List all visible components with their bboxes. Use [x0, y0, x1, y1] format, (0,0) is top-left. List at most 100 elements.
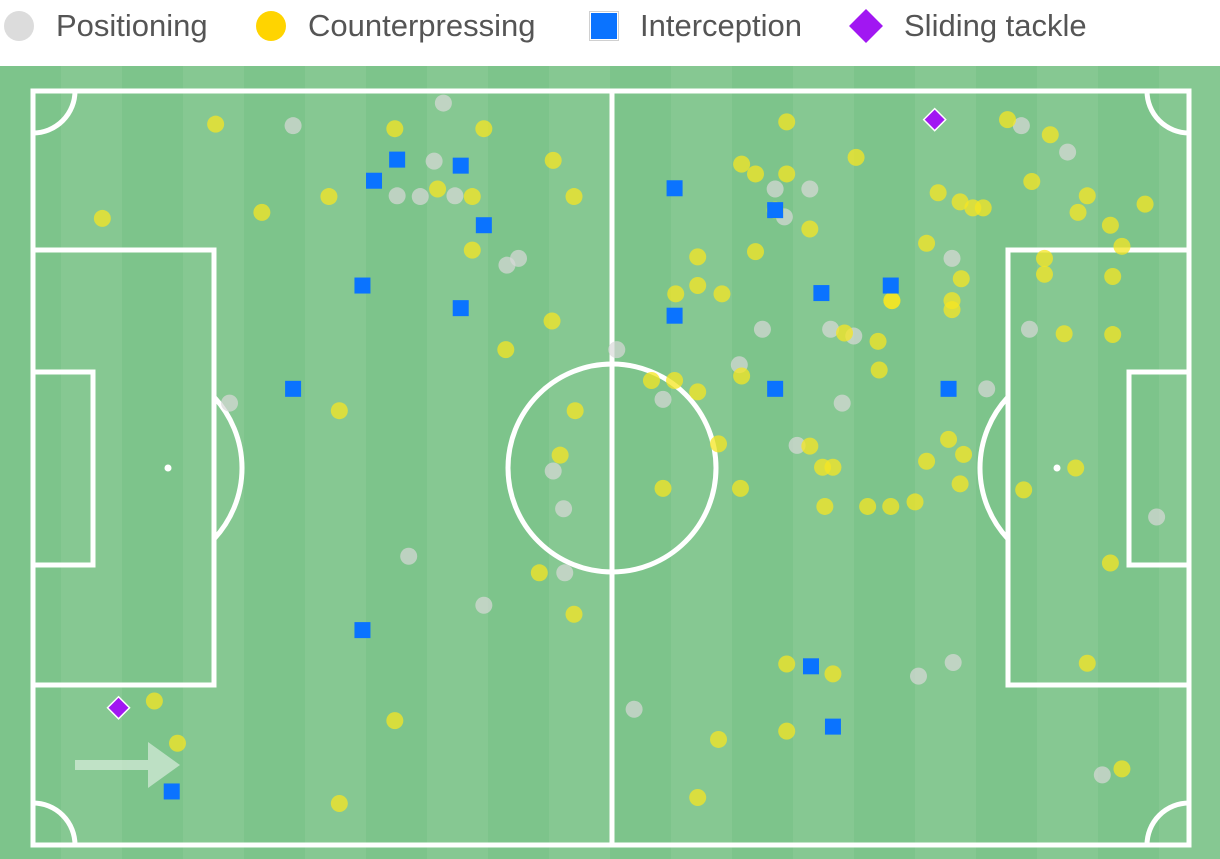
- counterpressing-marker: [801, 437, 819, 455]
- legend: Positioning Counterpressing Interception…: [0, 0, 1220, 56]
- interception-marker: [354, 622, 371, 639]
- series-interception: [163, 151, 957, 800]
- interception-marker: [940, 380, 957, 397]
- pitch-stripe: [488, 66, 550, 859]
- counterpressing-marker: [713, 285, 731, 303]
- legend-item-sliding-tackle: Sliding tackle: [849, 6, 1087, 46]
- counterpressing-marker: [824, 458, 842, 476]
- counterpressing-marker: [320, 188, 338, 206]
- legend-item-counterpressing: Counterpressing: [256, 6, 535, 46]
- positioning-marker: [555, 500, 573, 518]
- counterpressing-marker: [642, 372, 660, 390]
- left-goal-area: [30, 369, 96, 568]
- legend-square-icon: [590, 12, 618, 40]
- counterpressing-marker: [463, 241, 481, 259]
- counterpressing-marker: [1078, 654, 1096, 672]
- right-goal-area: [1126, 369, 1192, 568]
- counterpressing-marker: [1113, 237, 1131, 255]
- positioning-marker: [625, 700, 643, 718]
- counterpressing-marker: [869, 332, 887, 350]
- positioning-marker: [400, 547, 418, 565]
- counterpressing-marker: [918, 234, 936, 252]
- interception-marker: [882, 277, 899, 294]
- counterpressing-marker: [1136, 195, 1154, 213]
- right-penalty-spot: [1053, 464, 1061, 472]
- positioning-marker: [475, 596, 493, 614]
- interception-marker: [354, 277, 371, 294]
- interception-marker: [767, 202, 784, 219]
- counterpressing-marker: [747, 243, 764, 261]
- positioning-marker: [411, 188, 429, 206]
- counterpressing-marker: [565, 188, 583, 206]
- counterpressing-marker: [565, 605, 583, 623]
- counterpressing-marker: [689, 277, 707, 295]
- positioning-marker: [1012, 117, 1030, 135]
- interception-marker: [767, 380, 784, 397]
- positioning-marker: [284, 117, 302, 135]
- counterpressing-marker: [253, 203, 271, 221]
- counterpressing-marker: [666, 372, 684, 390]
- interception-marker: [666, 307, 683, 324]
- counterpressing-marker: [710, 435, 728, 453]
- counterpressing-marker: [386, 712, 404, 730]
- counterpressing-marker: [429, 180, 447, 198]
- pitch-stripe: [122, 66, 184, 859]
- positioning-marker: [221, 394, 239, 412]
- positioning-marker: [608, 341, 626, 359]
- counterpressing-marker: [906, 493, 924, 511]
- counterpressing-marker: [1101, 554, 1119, 572]
- interception-marker: [666, 180, 683, 197]
- legend-item-interception: Interception: [590, 6, 802, 46]
- positioning-marker: [654, 390, 672, 408]
- counterpressing-marker: [747, 165, 764, 183]
- legend-circle-icon: [4, 11, 34, 41]
- positioning-marker: [788, 436, 806, 454]
- positioning-marker: [801, 180, 819, 198]
- counterpressing-marker: [951, 193, 969, 211]
- counterpressing-marker: [824, 665, 842, 683]
- counterpressing-marker: [859, 497, 877, 515]
- positioning-marker: [909, 667, 927, 685]
- positioning-marker: [943, 249, 961, 267]
- counterpressing-marker: [475, 120, 493, 138]
- counterpressing-marker: [836, 324, 854, 342]
- pitch-stripe: [305, 66, 367, 859]
- counterpressing-marker: [544, 151, 562, 169]
- pitch-stripe: [1037, 66, 1099, 859]
- positioning-marker: [434, 94, 452, 112]
- positioning-marker: [388, 187, 406, 205]
- counterpressing-marker: [566, 402, 584, 420]
- counterpressing-marker: [689, 248, 707, 266]
- counterpressing-marker: [918, 452, 936, 470]
- counterpressing-marker: [1055, 325, 1073, 343]
- counterpressing-marker: [497, 341, 515, 359]
- counterpressing-marker: [955, 445, 973, 463]
- pitch-stripe: [671, 66, 733, 859]
- counterpressing-marker: [93, 209, 111, 227]
- interception-marker: [163, 783, 180, 800]
- counterpressing-marker: [882, 497, 900, 515]
- counterpressing-marker: [463, 188, 481, 206]
- counterpressing-marker: [816, 497, 834, 515]
- interception-marker: [813, 285, 830, 302]
- legend-circle-icon: [256, 11, 286, 41]
- counterpressing-marker: [847, 148, 865, 166]
- counterpressing-marker: [1015, 481, 1033, 499]
- positioning-marker: [1093, 766, 1111, 784]
- counterpressing-marker: [330, 795, 348, 813]
- corner-arc-top-right: [1144, 90, 1190, 136]
- interception-marker: [475, 217, 492, 234]
- counterpressing-marker: [1069, 203, 1087, 221]
- sliding-tackle-marker: [106, 695, 131, 720]
- positioning-marker: [556, 564, 574, 582]
- counterpressing-marker: [952, 270, 970, 288]
- counterpressing-marker: [940, 430, 958, 448]
- counterpressing-marker: [733, 367, 751, 385]
- positioning-marker: [510, 249, 528, 267]
- event-markers: [93, 94, 1166, 813]
- counterpressing-marker: [778, 722, 796, 740]
- positioning-marker: [425, 152, 443, 170]
- counterpressing-marker: [974, 199, 992, 217]
- counterpressing-marker: [710, 730, 728, 748]
